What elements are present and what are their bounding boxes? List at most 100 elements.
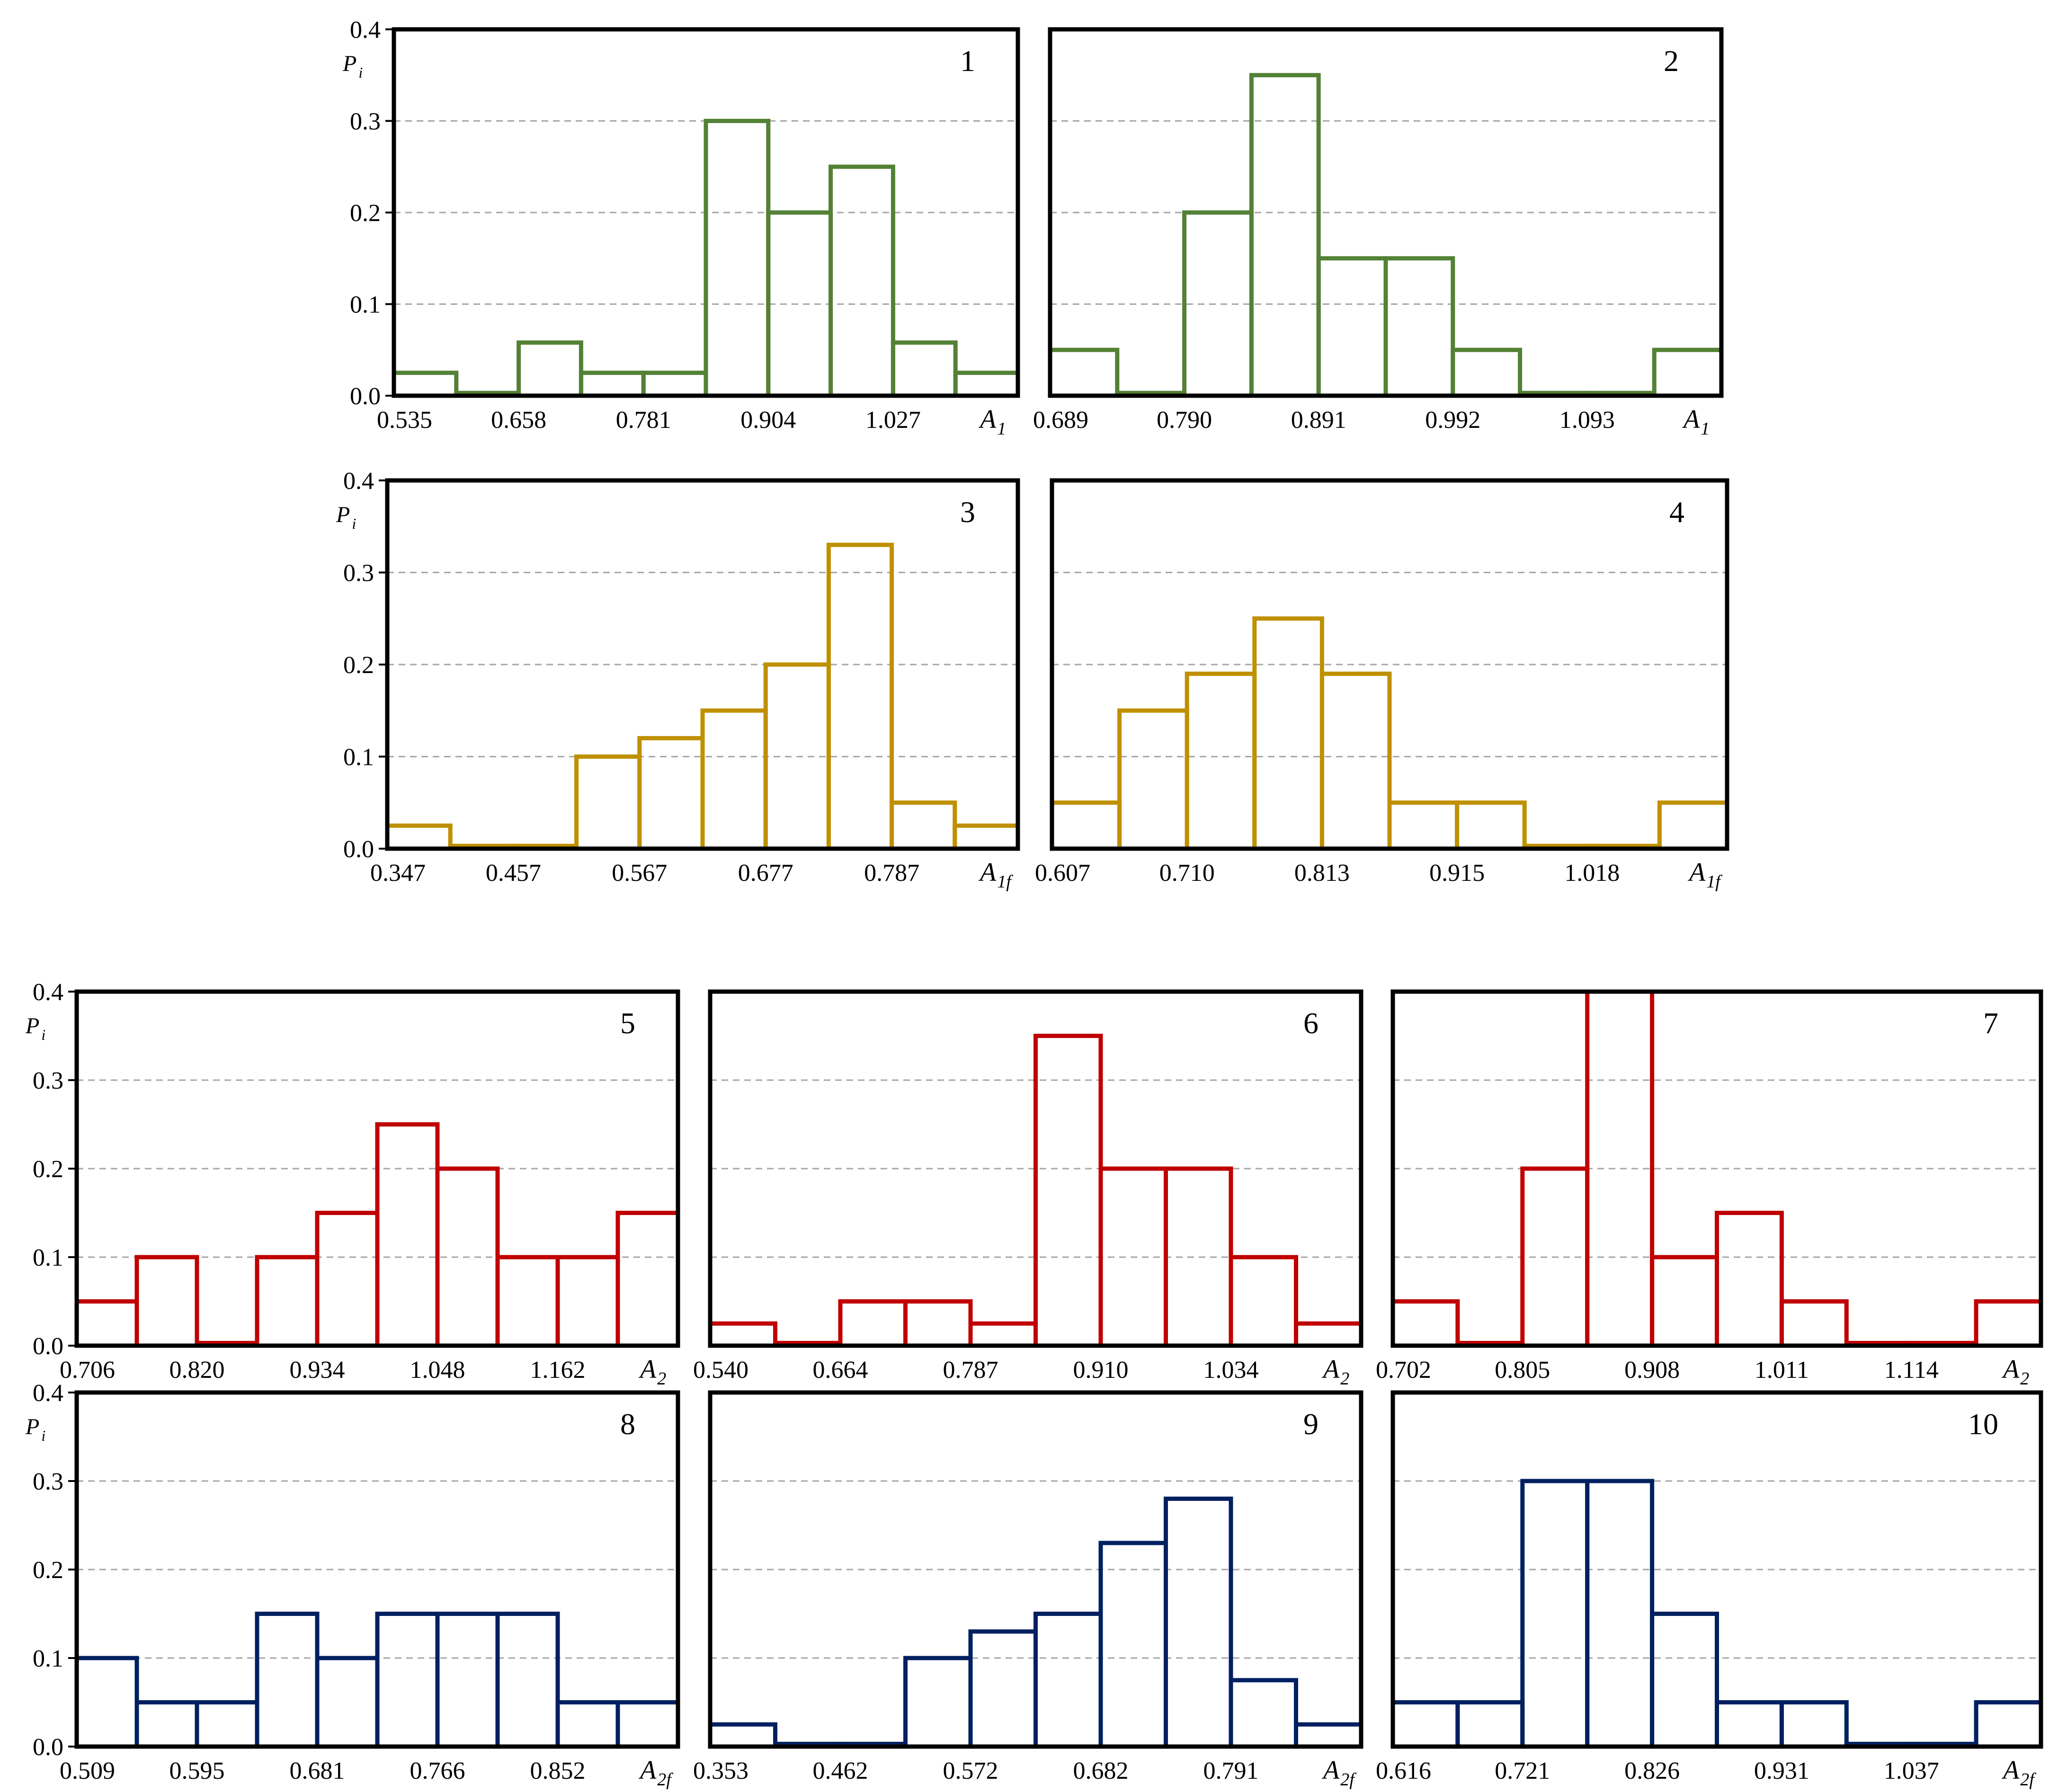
histogram-bar: [134, 1255, 199, 1348]
x-tick-label: 0.689: [1033, 407, 1088, 434]
histogram-bar: [1316, 256, 1388, 398]
x-tick-label: 0.891: [1291, 407, 1346, 434]
x-tick-label: 0.820: [169, 1357, 225, 1384]
panel-number: 6: [1303, 1006, 1319, 1040]
x-tick-label: 0.462: [813, 1757, 868, 1784]
histogram-panel-4: 0.607 0.710 0.813 0.915 1.018 A1f 4: [1035, 478, 1729, 892]
histogram-bar: [968, 1629, 1038, 1749]
histogram-bar: [1294, 1321, 1363, 1348]
histogram-bar: [1383, 256, 1455, 398]
panel-number: 5: [620, 1006, 635, 1040]
histogram-bar: [1229, 1678, 1298, 1749]
y-tick-label: 0.0: [350, 383, 381, 410]
histogram-bar: [134, 1700, 199, 1749]
histogram-bar: [555, 1255, 620, 1348]
x-tick-label: 1.018: [1564, 860, 1620, 887]
histogram-bar: [1050, 800, 1122, 851]
histogram-bar: [766, 210, 833, 398]
x-tick-label: 0.567: [612, 860, 667, 887]
x-axis-label: A2f: [638, 1756, 673, 1790]
y-tick-label: 0.3: [33, 1468, 63, 1495]
histogram-bar: [1455, 800, 1527, 851]
y-tick-label: 0.3: [350, 108, 381, 135]
histogram-bar: [1033, 1612, 1103, 1749]
x-tick-label: 0.934: [290, 1357, 345, 1384]
histogram-panel-8: 0.0 0.1 0.2 0.3 0.4 P i 0.509 0.595 0.681 0.766 0.8…: [25, 1380, 680, 1790]
x-tick-label: 0.826: [1624, 1757, 1680, 1784]
x-tick-label: 0.805: [1495, 1357, 1550, 1384]
histogram-bar: [891, 340, 958, 398]
y-tick-label: 0.4: [343, 468, 374, 495]
x-tick-label: 0.910: [1073, 1357, 1129, 1384]
x-tick-label: 0.677: [738, 860, 793, 887]
x-tick-label: 0.931: [1754, 1757, 1809, 1784]
panel-number: 8: [620, 1407, 635, 1441]
y-tick-label: 0.2: [343, 652, 374, 679]
histogram-bar: [1650, 1612, 1719, 1749]
histogram-bar: [838, 1299, 908, 1348]
histogram-bar: [495, 1612, 560, 1749]
x-tick-label: 1.027: [865, 407, 921, 434]
x-axis-label: A2: [638, 1355, 666, 1389]
x-axis-label: A1: [978, 405, 1006, 439]
x-axis-label: A2: [1321, 1355, 1349, 1389]
x-tick-label: 1.093: [1559, 407, 1615, 434]
y-tick-label: 0.4: [33, 1380, 63, 1407]
x-tick-label: 0.813: [1294, 860, 1350, 887]
histogram-bar: [1249, 73, 1321, 398]
x-tick-label: 0.664: [813, 1357, 868, 1384]
y-tick-label: 0.4: [350, 17, 381, 44]
histogram-panel-9: 0.353 0.462 0.572 0.682 0.791 A2f 9: [693, 1390, 1363, 1790]
y-tick-label: 0.2: [350, 200, 381, 227]
plot-frame: [1048, 27, 1724, 398]
x-tick-label: 0.790: [1157, 407, 1212, 434]
panel-number: 7: [1983, 1006, 1998, 1040]
histogram-bar: [315, 1211, 380, 1348]
x-tick-label: 1.034: [1203, 1357, 1259, 1384]
histogram-bar: [700, 708, 768, 851]
x-tick-label: 0.908: [1624, 1357, 1680, 1384]
x-tick-label: 0.915: [1429, 860, 1485, 887]
y-tick-label: 0.2: [33, 1557, 63, 1584]
panel-number: 10: [1968, 1407, 1998, 1441]
x-axis-label: A2: [2001, 1355, 2029, 1389]
y-tick-label: 0.3: [33, 1067, 63, 1094]
histogram-bar: [1657, 800, 1729, 851]
histogram-bar: [826, 542, 894, 851]
histogram-bar: [255, 1255, 320, 1348]
y-tick-label: 0.4: [33, 979, 63, 1006]
x-tick-label: 1.037: [1884, 1757, 1939, 1784]
histogram-bar: [1652, 347, 1724, 398]
y-tick-label: 0.1: [350, 292, 381, 319]
histogram-bar: [1185, 671, 1257, 851]
histogram-bar: [953, 371, 1020, 398]
histogram-bar: [953, 823, 1020, 851]
plot-frame: [1390, 989, 2043, 1348]
y-tick-label: 0.1: [343, 744, 374, 771]
histogram-bar: [903, 1299, 973, 1348]
histogram-bar: [1390, 1299, 1460, 1348]
panel-number: 3: [960, 495, 975, 529]
x-tick-label: 0.540: [693, 1357, 748, 1384]
histogram-bar: [615, 1700, 680, 1749]
histogram-bar: [1390, 1700, 1460, 1749]
histogram-panel-7: 0.702 0.805 0.908 1.011 1.114 A2 7: [1376, 989, 2043, 1389]
y-tick-label: 0.0: [33, 1734, 63, 1761]
x-axis-label: A1: [1682, 405, 1710, 439]
histogram-bar: [1294, 1722, 1363, 1749]
x-tick-label: 0.658: [491, 407, 546, 434]
histogram-bar: [1715, 1211, 1784, 1348]
y-tick-label: 0.0: [343, 836, 374, 863]
histogram-bar: [375, 1122, 440, 1348]
histogram-bar: [1048, 347, 1120, 398]
histogram-bar: [1779, 1700, 1849, 1749]
panel-number: 9: [1303, 1407, 1319, 1441]
histogram-bar: [1098, 1541, 1168, 1749]
histogram-bar: [579, 371, 646, 398]
histogram-bar: [385, 823, 453, 851]
histogram-panel-5: 0.0 0.1 0.2 0.3 0.4 P i 0.706 0.820 0.934 1.048 1.1…: [25, 979, 680, 1389]
histogram-bar: [641, 371, 708, 398]
